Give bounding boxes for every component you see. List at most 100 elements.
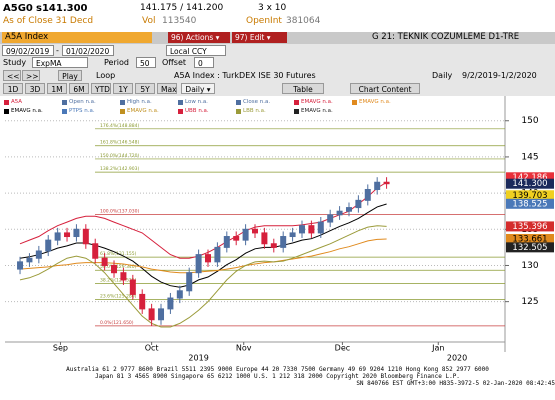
page-title: G 21: TEKNIK COZUMLEME D1-TRE	[372, 32, 520, 42]
table-button[interactable]: Table	[282, 83, 324, 94]
price-tag	[506, 178, 554, 189]
candle-body	[176, 290, 183, 299]
legend-swatch	[294, 100, 299, 105]
candle-body	[298, 225, 305, 234]
fib-label: 0.0%(121.650)	[100, 320, 134, 326]
study-label: Study	[3, 58, 27, 67]
footer-line: Japan 81 3 4565 8900 Singapore 65 6212 1…	[95, 373, 460, 380]
legend-label: EMAVG n.a.	[301, 99, 333, 105]
x-tick-label: Oct	[145, 344, 159, 353]
fib-label: 100.0%(137.030)	[100, 209, 140, 215]
range-button[interactable]: 5Y	[135, 83, 155, 94]
candle-body	[289, 232, 296, 238]
legend-label: EMAVG n.a.	[127, 108, 159, 114]
candle-body	[345, 207, 352, 212]
legend-swatch	[294, 109, 299, 114]
loop-checkbox[interactable]: Loop	[96, 71, 116, 80]
fib-label: 38.2%(127.525)	[100, 277, 137, 283]
candle-body	[45, 239, 52, 252]
indicator-line	[19, 203, 387, 288]
candle-body	[73, 228, 80, 238]
legend-label: LBB n.a.	[243, 108, 266, 114]
price-tag	[506, 172, 554, 183]
period-label: Period	[104, 58, 129, 67]
chart-bg	[0, 96, 555, 366]
candle-body	[167, 297, 174, 310]
legend-swatch	[352, 100, 357, 105]
legend-swatch	[236, 100, 241, 105]
vol-label: Vol	[142, 16, 156, 26]
year-label: 2019	[188, 354, 208, 363]
price-tag-label: 135.396	[512, 222, 547, 232]
candle-body	[355, 199, 362, 209]
candle-body	[252, 228, 258, 234]
candle-body	[111, 264, 118, 274]
price-tag	[506, 233, 554, 244]
y-tick-label: 150	[521, 116, 538, 126]
y-tick-label: 125	[521, 297, 538, 307]
candle-body	[82, 228, 89, 245]
security-field[interactable]: A5A Index	[2, 32, 152, 43]
range-button[interactable]: YTD	[91, 83, 111, 94]
offset[interactable]: 0	[194, 57, 214, 68]
last-price: s141.300	[36, 3, 88, 14]
candle-body	[205, 254, 212, 263]
legend-label: EMAVG n.a.	[359, 99, 391, 105]
candle-body	[242, 228, 249, 241]
range-button[interactable]: 1Y	[113, 83, 133, 94]
chart-title: A5A Index : TurkDEX ISE 30 Futures	[174, 71, 316, 80]
price-tag	[506, 242, 554, 253]
currency[interactable]: Local CCY	[166, 45, 226, 56]
price-tag-label: 132.505	[512, 243, 547, 253]
candle-body	[383, 181, 390, 185]
range-button[interactable]: 6M	[69, 83, 89, 94]
candle-body	[139, 293, 146, 310]
candle-body	[148, 308, 155, 321]
actions-menu[interactable]: 96) Actions ▾	[168, 32, 230, 43]
range-button[interactable]: 3D	[25, 83, 45, 94]
rewind-button[interactable]: <<	[3, 70, 21, 81]
x-tick-label: Dec	[335, 344, 350, 353]
price-tag-label: 142.186	[512, 173, 547, 183]
legend-swatch	[4, 109, 9, 114]
x-tick-label: Nov	[236, 344, 252, 353]
candle-body	[101, 257, 108, 266]
fib-label: 150.0%(144.720)	[100, 153, 140, 159]
candle-body	[364, 188, 371, 201]
start-date[interactable]: 09/02/2019	[2, 45, 54, 56]
study[interactable]: ExpMA	[32, 57, 88, 68]
candle-body	[261, 232, 268, 245]
price-tag-label: 133.661	[512, 234, 547, 244]
indicator-line	[19, 238, 387, 274]
forward-button[interactable]: >>	[22, 70, 40, 81]
range-button[interactable]: 1M	[47, 83, 67, 94]
candle-body	[317, 221, 324, 234]
fib-label: 176.4%(148.884)	[100, 123, 140, 129]
chart-content-button[interactable]: Chart Content	[350, 83, 420, 94]
price-tag	[506, 190, 554, 201]
size: 3 x 10	[258, 3, 287, 13]
candle-body	[17, 261, 24, 270]
frequency-menu[interactable]: Daily ▾	[181, 83, 215, 94]
range-button[interactable]: Max	[157, 83, 177, 94]
candle-body	[129, 279, 136, 295]
legend-swatch	[62, 109, 67, 114]
period[interactable]: 50	[136, 57, 156, 68]
oi: 381064	[286, 16, 321, 26]
end-date[interactable]: 01/02/2020	[62, 45, 114, 56]
candle-body	[26, 257, 33, 263]
legend-label: Low n.a.	[185, 99, 208, 105]
as-of: As of Close 31 Decd	[3, 16, 94, 26]
edit-menu[interactable]: 97) Edit ▾	[232, 32, 287, 43]
candle-body	[186, 272, 193, 292]
range-button[interactable]: 1D	[3, 83, 23, 94]
fib-label: 50.0%(129.340)	[100, 264, 137, 270]
indicator-line	[19, 225, 387, 328]
candle-body	[158, 308, 165, 321]
fib-label: 23.6%(125.280)	[100, 294, 137, 300]
date-range: 9/2/2019-1/2/2020	[462, 71, 537, 80]
play-button[interactable]: Play	[58, 70, 82, 81]
price-tag-label: 139.703	[512, 191, 547, 201]
candle-body	[214, 246, 221, 263]
